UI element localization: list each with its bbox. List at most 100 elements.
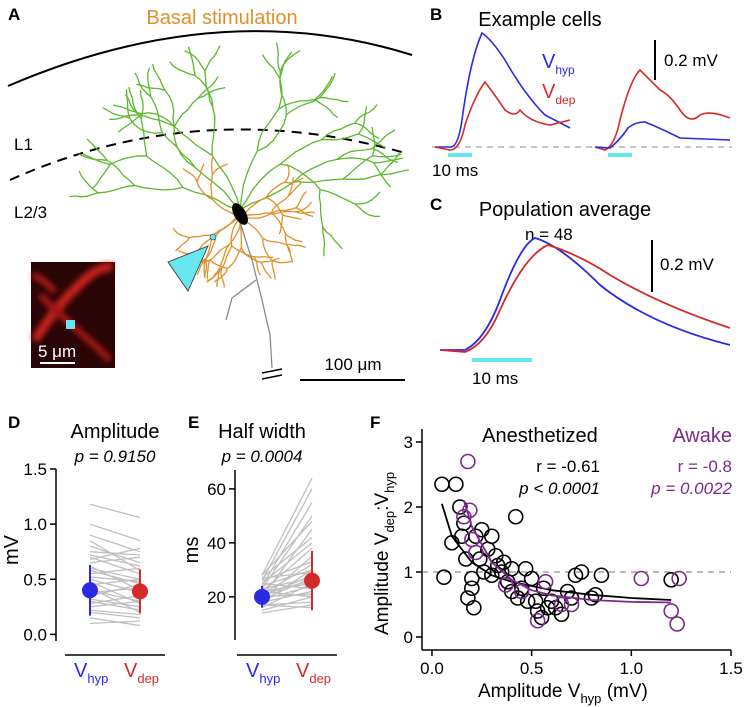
dendrite [136, 83, 166, 92]
p-value: p = 0.9150 [74, 447, 156, 466]
dendrite [151, 63, 166, 91]
y-axis-label-part: hyp [382, 472, 397, 493]
data-point [669, 616, 685, 632]
data-point [537, 573, 554, 590]
y-tick-label: 40 [207, 534, 226, 553]
data-point [464, 570, 480, 587]
dendrite [319, 72, 336, 99]
scale-label: 10 ms [472, 369, 518, 388]
data-point [434, 476, 450, 493]
dendrite [141, 112, 175, 128]
dendrite [336, 147, 373, 160]
data-point [593, 567, 610, 584]
panel-title: Basal stimulation [146, 7, 297, 29]
x-tick-label-part: V [74, 660, 88, 682]
data-point [663, 603, 679, 619]
panel-title: Population average [479, 199, 651, 221]
electrode [167, 245, 209, 292]
data-point [468, 544, 484, 561]
x-tick-label: Vdep [124, 660, 159, 686]
x-tick-label: Vhyp [246, 660, 280, 686]
pair-line [89, 609, 141, 616]
dendrite [278, 98, 316, 110]
pair-line [89, 554, 141, 567]
y-tick-label: 0.5 [23, 570, 47, 589]
dendrite [161, 132, 196, 168]
dendrite [109, 155, 147, 165]
dendrite [82, 153, 111, 166]
data-point [553, 596, 570, 613]
data-point [633, 570, 650, 587]
dendrite [372, 153, 402, 158]
pair-line [89, 556, 141, 575]
r-value: r = -0.61 [536, 457, 600, 476]
dendrite [260, 261, 272, 279]
x-tick-label: Vhyp [74, 660, 108, 686]
dendrite [196, 257, 207, 276]
dendrite [239, 150, 258, 211]
dendrite [265, 181, 286, 198]
data-point [507, 508, 524, 525]
trace [435, 31, 571, 148]
dendrite [175, 237, 191, 252]
dendrite [211, 107, 216, 156]
x-tick-label-part: V [124, 660, 138, 682]
dendrite [314, 98, 339, 119]
dendrite [314, 75, 334, 100]
dendrite [173, 97, 199, 128]
dendrite [187, 46, 196, 76]
x-axis-label-part: hyp [580, 691, 601, 706]
pair-line [89, 587, 141, 613]
data-point [535, 580, 552, 597]
dendrite [275, 42, 281, 72]
dendrite [227, 247, 242, 269]
axon [239, 221, 273, 369]
mean-marker [82, 582, 98, 599]
legend-entry: Awake [672, 425, 732, 447]
dendrite [239, 180, 296, 211]
dendrite [260, 257, 280, 263]
dendrite [164, 90, 175, 126]
scale-label: 0.2 mV [660, 255, 715, 274]
x-tick-label: Vdep [296, 660, 331, 686]
dendrite [240, 247, 261, 263]
dendrite [342, 174, 381, 180]
dendrite [194, 74, 214, 108]
axon [225, 279, 257, 321]
n-label: n = 48 [525, 225, 573, 244]
legend-entry: Vhyp [542, 51, 575, 77]
dendrite [285, 97, 320, 116]
r-value: r = -0.8 [678, 457, 732, 476]
mean-marker [254, 588, 270, 605]
dendrite [182, 168, 198, 182]
dendrite [214, 267, 229, 283]
data-point [452, 499, 468, 515]
dendrite [204, 45, 221, 72]
dendrite [197, 86, 226, 99]
panel-label: F [370, 413, 380, 432]
x-tick-label: 0.5 [520, 659, 544, 678]
dendrite [287, 177, 294, 197]
pair-line [261, 502, 313, 587]
pair-line [261, 563, 313, 595]
dendrite [196, 181, 214, 201]
dendrite [173, 125, 213, 156]
pair-line [261, 577, 313, 590]
y-axis-label: ms [181, 537, 203, 564]
pair-line [89, 523, 141, 542]
layer-label: L1 [14, 135, 33, 154]
dendrite [128, 86, 139, 116]
dendrite [287, 181, 302, 197]
pair-line [89, 578, 141, 594]
x-axis-label-part: Amplitude V [478, 681, 581, 702]
pair-line [89, 580, 141, 605]
dendrite [216, 267, 221, 288]
data-point [464, 580, 480, 597]
pair-line [261, 536, 313, 579]
dendrite [278, 215, 284, 235]
y-tick-label: 20 [207, 588, 226, 607]
dendrite [354, 191, 381, 205]
mean-marker [304, 572, 320, 589]
pair-line [89, 503, 141, 519]
pair-line [261, 604, 313, 614]
